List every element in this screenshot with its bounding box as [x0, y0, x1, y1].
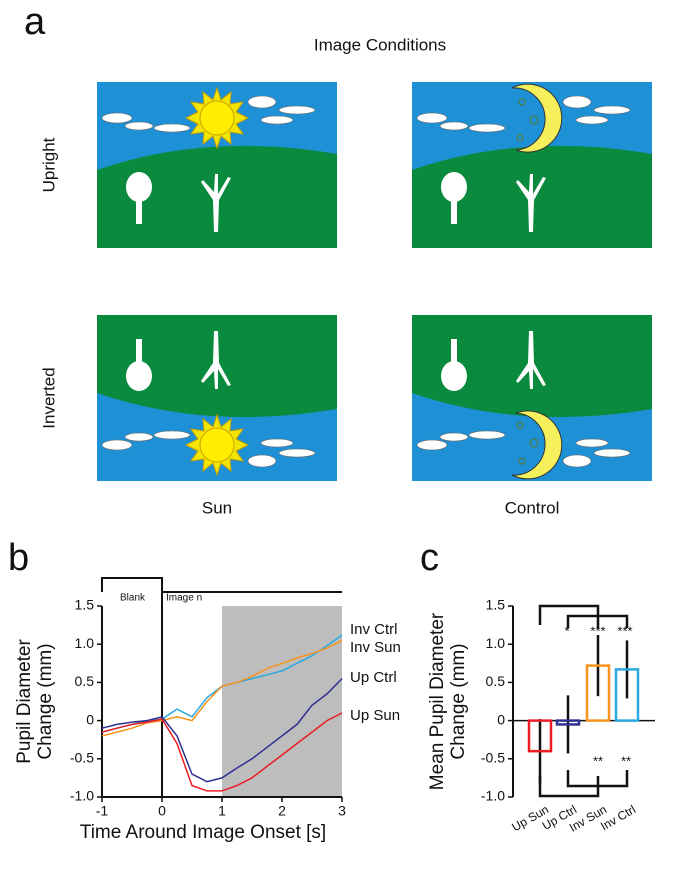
- significance-label: **: [621, 753, 631, 768]
- period-bar: [101, 577, 342, 797]
- significance-label: **: [593, 753, 603, 768]
- y-tick-label: 1.5: [75, 597, 95, 613]
- image-upright-sun: [97, 82, 337, 248]
- x-axis-label: Time Around Image Onset [s]: [80, 822, 326, 843]
- panel-title: Image Conditions: [314, 35, 446, 54]
- y-tick-label: -0.5: [70, 750, 94, 766]
- y-tick-label: -1.0: [481, 788, 505, 804]
- y-axis-label: Change (mm): [448, 643, 469, 759]
- panel-label: a: [24, 1, 46, 43]
- row-label: Upright: [39, 137, 58, 192]
- column-label: Control: [505, 498, 560, 517]
- y-tick-label: 0: [86, 711, 94, 727]
- image-inverted-sun: [97, 315, 337, 481]
- significance-label: ***: [617, 623, 632, 638]
- shaded-region: [222, 606, 342, 797]
- series-line: [101, 712, 343, 792]
- bar: [555, 719, 581, 726]
- series-label: Inv Ctrl: [350, 621, 398, 638]
- y-tick-label: 0.5: [75, 673, 95, 689]
- row-label: Inverted: [39, 367, 58, 428]
- panel-label: b: [8, 537, 29, 579]
- x-tick-label: 1: [218, 803, 226, 819]
- y-axis-label: Mean Pupil Diameter: [427, 612, 448, 790]
- series-label: Inv Sun: [350, 639, 401, 656]
- image-inverted-control: [412, 315, 652, 481]
- period-label: Image n: [166, 593, 202, 604]
- significance-label: *: [564, 623, 569, 638]
- bar: [527, 719, 553, 753]
- bar: [585, 664, 611, 722]
- significance-label: ***: [590, 623, 605, 638]
- y-tick-label: 1.0: [486, 635, 506, 651]
- y-tick-label: 0: [497, 711, 505, 727]
- period-label: Blank: [120, 593, 146, 604]
- x-tick-label: 2: [278, 803, 286, 819]
- series-label: Up Sun: [350, 707, 400, 724]
- column-label: Sun: [202, 498, 232, 517]
- y-tick-label: 1.0: [75, 635, 95, 651]
- panel-label: c: [420, 537, 439, 579]
- y-tick-label: -1.0: [70, 788, 94, 804]
- series-label: Up Ctrl: [350, 669, 397, 686]
- x-tick-label: -1: [96, 803, 109, 819]
- significance-brackets: [538, 604, 629, 798]
- y-axis-label: Pupil Diameter: [14, 639, 35, 764]
- x-tick-label: 3: [338, 803, 346, 819]
- x-tick-label: 0: [158, 803, 166, 819]
- y-tick-label: 1.5: [486, 597, 506, 613]
- image-upright-control: [412, 82, 652, 248]
- series-line: [101, 678, 343, 783]
- bar: [614, 668, 640, 722]
- y-axis-label: Change (mm): [35, 643, 56, 759]
- series-line: [101, 639, 343, 737]
- y-tick-label: -0.5: [481, 750, 505, 766]
- y-tick-label: 0.5: [486, 673, 506, 689]
